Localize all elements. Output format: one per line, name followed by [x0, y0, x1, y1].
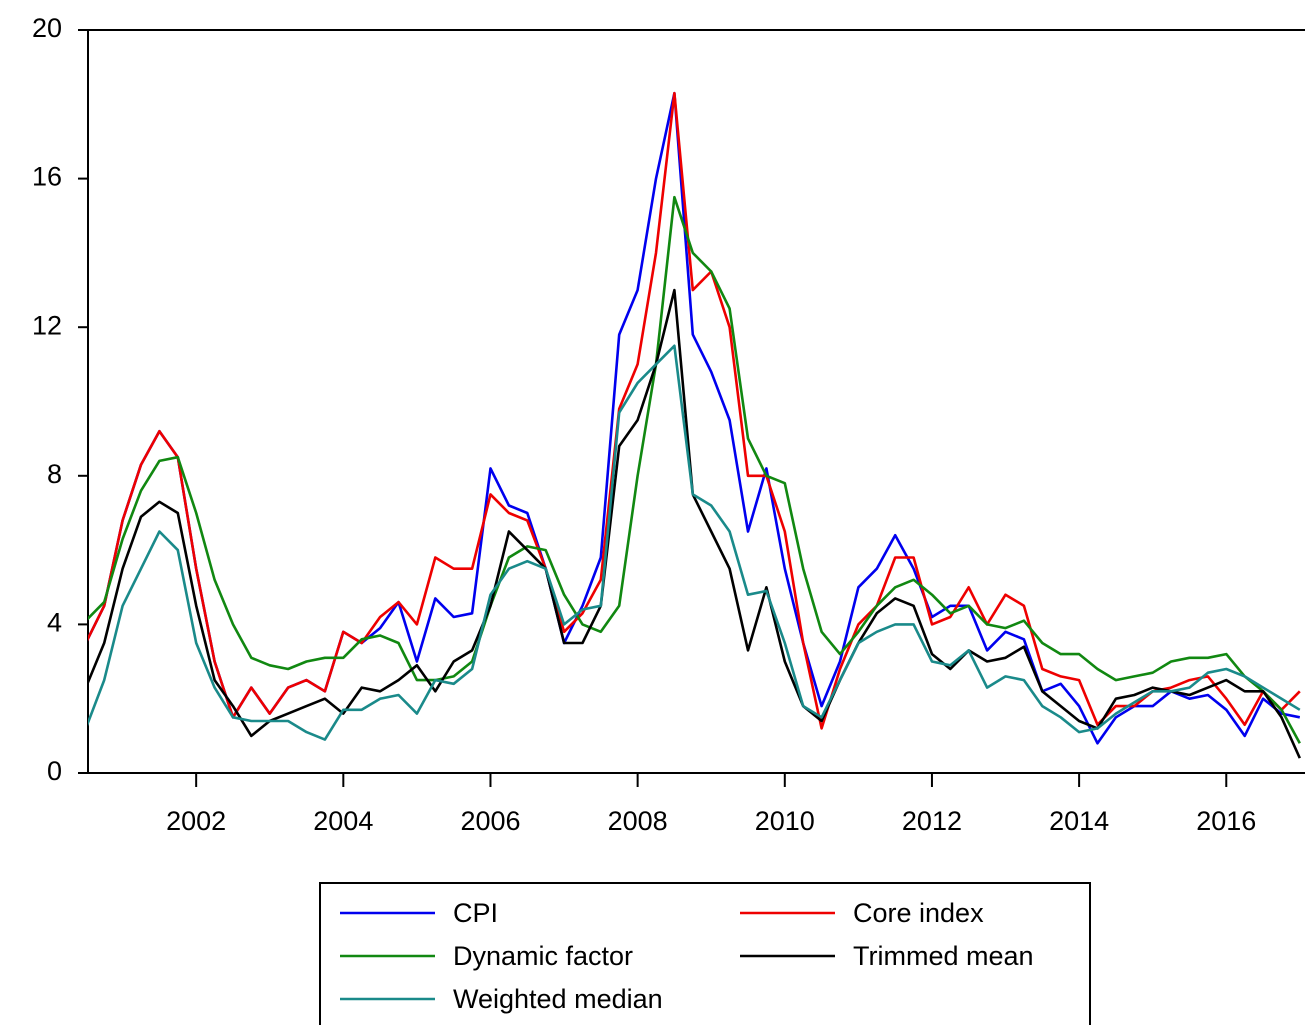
y-tick-label: 4 — [47, 608, 62, 638]
x-tick-label: 2002 — [166, 806, 226, 836]
y-tick-label: 8 — [47, 459, 62, 489]
series-line — [88, 344, 1301, 741]
series-line — [88, 91, 1301, 730]
y-tick-label: 12 — [32, 310, 62, 340]
series-line — [88, 288, 1301, 759]
legend-label: Weighted median — [453, 984, 663, 1014]
x-tick-label: 2008 — [608, 806, 668, 836]
x-tick-label: 2014 — [1049, 806, 1109, 836]
legend-label: Trimmed mean — [853, 941, 1034, 971]
y-tick-label: 20 — [32, 13, 62, 43]
x-tick-label: 2016 — [1196, 806, 1256, 836]
y-tick-label: 0 — [47, 756, 62, 786]
x-tick-label: 2006 — [460, 806, 520, 836]
y-tick-label: 16 — [32, 162, 62, 192]
series-line — [88, 195, 1301, 744]
legend-label: Core index — [853, 898, 984, 928]
legend-label: Dynamic factor — [453, 941, 633, 971]
series-line — [88, 91, 1301, 745]
legend-label: CPI — [453, 898, 498, 928]
x-tick-label: 2004 — [313, 806, 373, 836]
legend-box — [319, 882, 1091, 1025]
x-tick-label: 2010 — [755, 806, 815, 836]
x-tick-label: 2012 — [902, 806, 962, 836]
